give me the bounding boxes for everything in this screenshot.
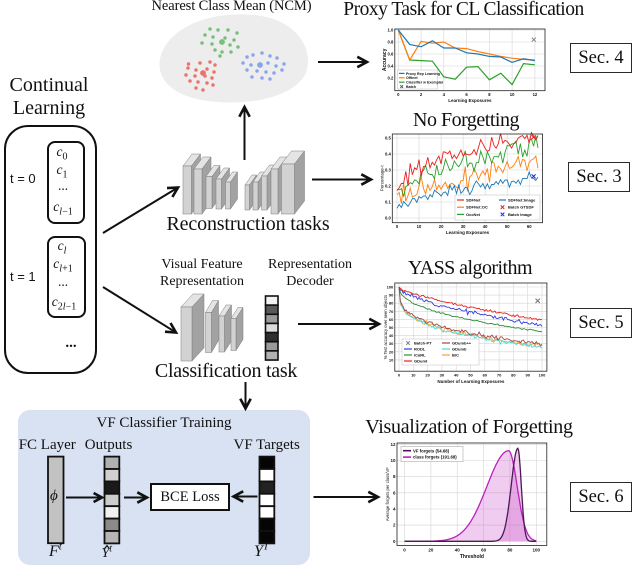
svg-text:0.2: 0.2 [385, 184, 391, 189]
svg-text:Classifier w Exemplar: Classifier w Exemplar [406, 81, 444, 85]
svg-text:20: 20 [439, 224, 444, 229]
svg-text:Learning Exposures: Learning Exposures [446, 230, 490, 235]
svg-text:30: 30 [389, 341, 394, 346]
svg-text:10: 10 [390, 458, 396, 463]
svg-text:0.6: 0.6 [387, 52, 393, 57]
svg-text:2: 2 [420, 92, 423, 97]
svg-text:10: 10 [389, 357, 394, 362]
svg-text:VF forgets (54.68): VF forgets (54.68) [413, 448, 450, 453]
svg-text:Proxy Rep Learning: Proxy Rep Learning [406, 72, 440, 76]
svg-text:50: 50 [389, 325, 394, 330]
svg-text:90: 90 [525, 373, 530, 378]
svg-text:0.4: 0.4 [385, 152, 391, 157]
svg-text:8: 8 [393, 474, 396, 479]
svg-text:0: 0 [396, 224, 399, 229]
svg-text:OccNet: OccNet [466, 212, 481, 217]
svg-text:0.5: 0.5 [385, 136, 391, 141]
svg-text:30: 30 [461, 224, 466, 229]
svg-text:0.4: 0.4 [387, 64, 393, 69]
svg-text:0.8: 0.8 [387, 40, 393, 45]
svg-text:10: 10 [510, 92, 515, 97]
svg-text:40: 40 [454, 373, 459, 378]
svg-text:100: 100 [387, 285, 394, 290]
svg-text:100: 100 [539, 373, 546, 378]
svg-text:40: 40 [389, 333, 394, 338]
svg-text:SDFNet: SDFNet [466, 198, 481, 203]
svg-text:4: 4 [393, 507, 396, 512]
svg-text:12: 12 [390, 442, 396, 447]
svg-text:Threshold: Threshold [460, 554, 484, 560]
svg-text:Batch GTSDF: Batch GTSDF [508, 205, 534, 210]
svg-text:class forgets (191.68): class forgets (191.68) [413, 455, 457, 460]
svg-text:40: 40 [455, 548, 461, 553]
svg-text:70: 70 [497, 373, 502, 378]
svg-text:Learning Exposures: Learning Exposures [448, 98, 492, 103]
svg-text:60: 60 [389, 317, 394, 322]
svg-text:30: 30 [440, 373, 445, 378]
svg-text:Offinet: Offinet [406, 76, 418, 80]
svg-text:8: 8 [488, 92, 491, 97]
svg-text:90: 90 [389, 293, 394, 298]
svg-text:70: 70 [389, 309, 394, 314]
svg-text:GDumb++: GDumb++ [452, 341, 472, 346]
svg-text:50: 50 [468, 373, 473, 378]
svg-text:4: 4 [443, 92, 446, 97]
svg-text:0.0: 0.0 [385, 216, 391, 221]
svg-text:RODL: RODL [414, 347, 426, 352]
svg-text:0: 0 [393, 539, 396, 544]
svg-text:20: 20 [428, 548, 434, 553]
svg-text:80: 80 [507, 548, 513, 553]
svg-text:Batch: Batch [406, 85, 416, 89]
svg-text:Batch-PT: Batch-PT [414, 341, 432, 346]
svg-text:10: 10 [411, 373, 416, 378]
svg-text:iCaRL: iCaRL [414, 353, 426, 358]
svg-text:Accuracy: Accuracy [382, 48, 388, 71]
svg-text:0.1: 0.1 [385, 200, 391, 205]
svg-text:100: 100 [533, 548, 541, 553]
svg-text:GDumt: GDumt [414, 359, 428, 364]
svg-text:20: 20 [425, 373, 430, 378]
svg-text:80: 80 [511, 373, 516, 378]
svg-text:10: 10 [417, 224, 422, 229]
svg-text:20: 20 [389, 349, 394, 354]
svg-text:60: 60 [527, 224, 532, 229]
svg-text:60: 60 [483, 373, 488, 378]
svg-text:SDFNet:OC: SDFNet:OC [466, 205, 488, 210]
svg-text:60: 60 [481, 548, 487, 553]
svg-text:0.2: 0.2 [387, 76, 393, 81]
svg-text:0: 0 [403, 548, 406, 553]
svg-text:0: 0 [397, 92, 400, 97]
svg-text:Percentage-t: Percentage-t [379, 165, 384, 192]
svg-text:BiC: BiC [452, 353, 459, 358]
svg-text:0.3: 0.3 [385, 168, 391, 173]
svg-text:40: 40 [483, 224, 488, 229]
svg-text:% Test accuracy over seen obje: % Test accuracy over seen objects [383, 295, 388, 359]
svg-text:0: 0 [398, 373, 401, 378]
svg-text:SDFNet:Image: SDFNet:Image [508, 198, 536, 203]
svg-text:6: 6 [465, 92, 468, 97]
svg-text:Average forgets per class/VF: Average forgets per class/VF [385, 467, 390, 521]
svg-text:GDumb: GDumb [452, 347, 467, 352]
svg-text:12: 12 [533, 92, 538, 97]
svg-text:1.0: 1.0 [387, 28, 393, 33]
svg-text:80: 80 [389, 301, 394, 306]
svg-text:50: 50 [505, 224, 510, 229]
svg-text:Number of Learning Exposures: Number of Learning Exposures [437, 379, 505, 384]
svg-text:6: 6 [393, 490, 396, 495]
svg-text:Batch Image: Batch Image [508, 212, 533, 217]
svg-text:2: 2 [393, 523, 396, 528]
